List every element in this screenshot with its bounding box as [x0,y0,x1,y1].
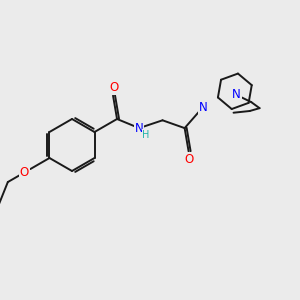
Text: N: N [199,101,207,114]
Text: N: N [135,122,143,135]
Text: N: N [199,101,207,114]
Text: N: N [232,88,241,101]
Text: O: O [20,166,29,179]
Text: O: O [110,81,119,94]
Text: O: O [184,153,193,166]
Text: H: H [142,130,150,140]
